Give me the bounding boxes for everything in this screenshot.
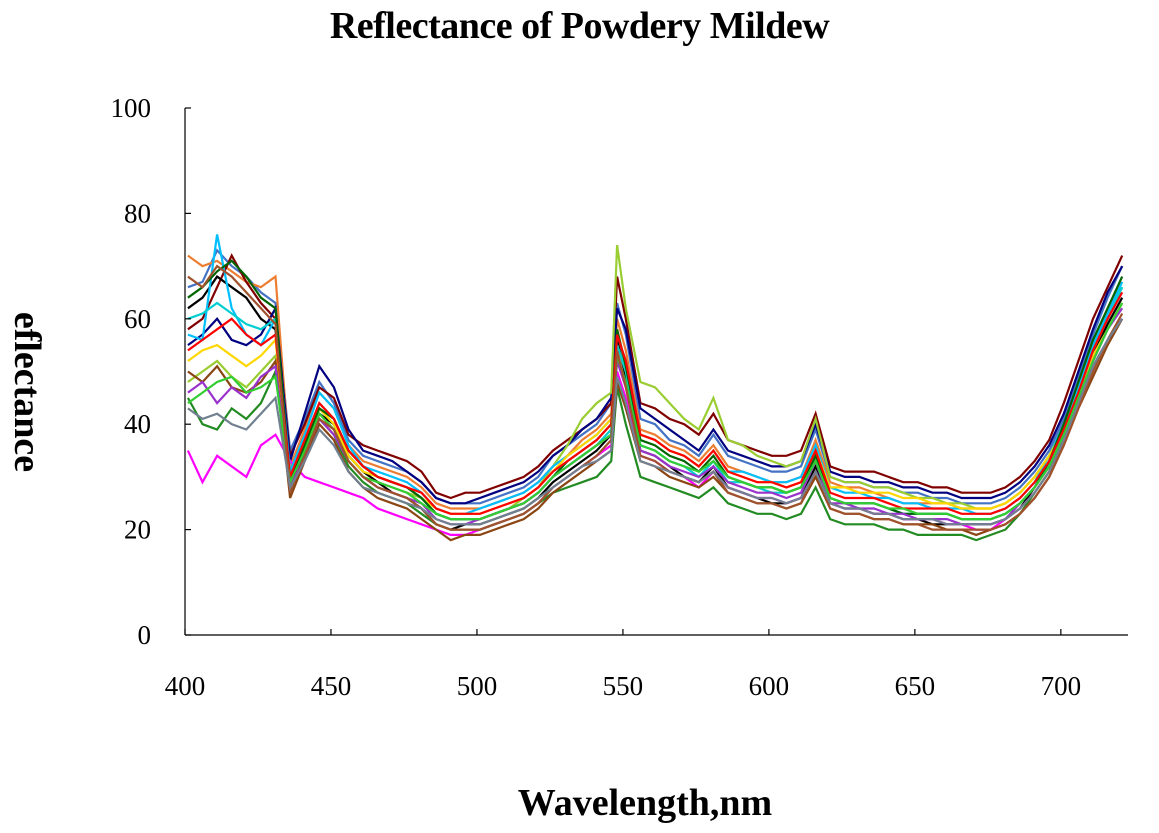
y-tick-label: 60 — [124, 304, 151, 334]
y-tick-label: 40 — [124, 409, 151, 439]
x-tick-label: 450 — [311, 671, 352, 701]
series-line-3 — [187, 253, 1124, 500]
series-line-17 — [187, 264, 1124, 531]
x-axis-title: Wavelength,nm — [518, 782, 772, 824]
series-line-13 — [187, 259, 1124, 521]
series-line-15 — [187, 291, 1124, 515]
series-line-2 — [187, 254, 1124, 510]
chart-title: Reflectance of Powdery Mildew — [329, 5, 830, 47]
x-tick-label: 400 — [165, 671, 206, 701]
x-tick-label: 600 — [749, 671, 790, 701]
series-line-18 — [187, 318, 1124, 526]
series-line-5 — [187, 244, 1124, 521]
axes-layer — [184, 108, 1128, 636]
series-line-4 — [187, 265, 1124, 505]
y-tick-label: 20 — [124, 515, 151, 545]
y-tick-label: 80 — [124, 198, 151, 228]
ticks-layer: 0 20 40 60 80 100 400 450 500 550 600 650 700 — [111, 93, 1082, 701]
series-line-8 — [187, 234, 1124, 515]
y-axis-title: eflectance — [6, 312, 48, 472]
series-layer — [186, 234, 1124, 542]
series-line-9 — [186, 302, 1124, 542]
x-tick-label: 650 — [895, 671, 936, 701]
x-tick-label: 700 — [1041, 671, 1082, 701]
x-tick-label: 500 — [457, 671, 498, 701]
y-tick-label: 0 — [138, 620, 152, 650]
y-tick-label: 100 — [111, 93, 152, 123]
x-tick-label: 550 — [603, 671, 644, 701]
